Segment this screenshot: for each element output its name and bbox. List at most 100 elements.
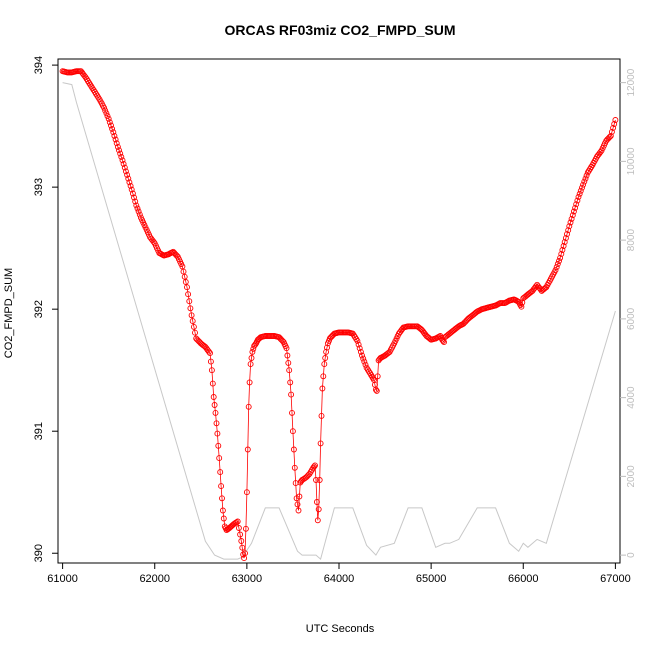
data-point bbox=[318, 412, 325, 419]
data-point bbox=[208, 367, 215, 374]
data-point bbox=[186, 298, 193, 305]
data-point bbox=[291, 464, 298, 471]
y-tick-label: 391 bbox=[33, 422, 45, 440]
data-point bbox=[242, 525, 249, 532]
data-point bbox=[583, 172, 590, 179]
data-point bbox=[118, 153, 125, 160]
data-point bbox=[246, 379, 253, 386]
data-point bbox=[122, 168, 129, 175]
data-point bbox=[215, 442, 222, 449]
x-tick-label: 64000 bbox=[324, 573, 355, 585]
data-point bbox=[373, 387, 380, 394]
data-point bbox=[180, 268, 187, 275]
data-point bbox=[612, 117, 619, 123]
data-point bbox=[244, 446, 251, 453]
data-point bbox=[136, 211, 143, 218]
data-point bbox=[205, 348, 212, 355]
data-point bbox=[315, 506, 322, 513]
data-point bbox=[323, 348, 330, 355]
data-point bbox=[207, 358, 214, 365]
chart-title: ORCAS RF03miz CO2_FMPD_SUM bbox=[224, 22, 455, 38]
y2-tick-label: 2000 bbox=[626, 465, 637, 488]
data-point bbox=[577, 187, 584, 194]
data-point bbox=[243, 489, 250, 496]
data-point bbox=[102, 107, 109, 114]
data-point bbox=[188, 312, 195, 319]
data-point bbox=[290, 446, 297, 453]
data-point bbox=[572, 204, 579, 211]
co2-series bbox=[59, 68, 619, 562]
data-point bbox=[569, 212, 576, 219]
data-point bbox=[117, 150, 124, 157]
data-point bbox=[567, 219, 574, 226]
data-point bbox=[114, 143, 121, 150]
y2-tick-label: 10000 bbox=[626, 147, 637, 175]
data-point bbox=[192, 329, 198, 336]
data-point bbox=[561, 239, 568, 246]
data-point bbox=[284, 352, 291, 359]
data-point bbox=[233, 519, 240, 526]
data-point bbox=[220, 515, 227, 522]
data-point bbox=[565, 227, 572, 234]
data-point bbox=[607, 132, 614, 139]
data-point bbox=[116, 147, 122, 154]
data-point bbox=[127, 182, 134, 189]
data-point bbox=[211, 402, 218, 408]
data-point bbox=[357, 348, 364, 355]
data-point bbox=[573, 201, 580, 208]
data-point bbox=[237, 531, 244, 538]
x-axis-label: UTC Seconds bbox=[306, 623, 375, 635]
data-point bbox=[245, 403, 252, 410]
data-point bbox=[235, 525, 242, 531]
data-point bbox=[210, 394, 217, 400]
data-point bbox=[313, 477, 319, 483]
data-point bbox=[109, 125, 116, 132]
y-tick-label: 393 bbox=[33, 178, 45, 196]
data-point bbox=[101, 104, 108, 111]
data-point bbox=[187, 305, 194, 312]
data-point bbox=[239, 544, 246, 551]
data-point bbox=[135, 208, 142, 215]
data-point bbox=[313, 499, 320, 505]
data-point bbox=[286, 367, 293, 374]
data-point bbox=[234, 518, 241, 525]
data-point bbox=[554, 261, 561, 267]
data-point bbox=[606, 134, 613, 141]
data-point bbox=[556, 258, 562, 264]
x-tick-label: 67000 bbox=[600, 573, 631, 585]
data-point bbox=[212, 409, 219, 416]
data-point bbox=[372, 386, 379, 393]
data-point bbox=[317, 440, 324, 447]
y2-axis: 0 2000 4000 6000 8000 10000 12000 bbox=[620, 68, 637, 558]
x-tick-label: 63000 bbox=[232, 573, 263, 585]
data-point bbox=[249, 348, 256, 355]
y2-tick-label: 6000 bbox=[626, 307, 637, 330]
x-tick-label: 65000 bbox=[416, 573, 447, 585]
data-point bbox=[128, 186, 135, 193]
data-point bbox=[285, 359, 292, 366]
data-point bbox=[559, 247, 566, 253]
data-point bbox=[518, 303, 525, 310]
data-point bbox=[562, 235, 569, 242]
data-point bbox=[564, 231, 570, 238]
data-point bbox=[608, 128, 615, 135]
data-point bbox=[217, 469, 224, 476]
data-point bbox=[185, 291, 192, 298]
altitude-line bbox=[62, 82, 616, 561]
data-point bbox=[362, 361, 369, 368]
data-point bbox=[319, 385, 326, 392]
data-point bbox=[611, 121, 618, 127]
data-point bbox=[182, 279, 189, 285]
data-point bbox=[289, 428, 296, 435]
data-point bbox=[579, 184, 585, 191]
data-point bbox=[283, 345, 290, 352]
data-point bbox=[216, 455, 223, 462]
data-point bbox=[132, 198, 139, 205]
data-point bbox=[247, 361, 254, 368]
data-point bbox=[124, 171, 131, 178]
y2-tick-label: 4000 bbox=[626, 386, 637, 409]
data-point bbox=[560, 243, 567, 249]
y-axis: 390 391 392 393 394 bbox=[33, 56, 58, 562]
data-point bbox=[575, 193, 582, 200]
data-point bbox=[133, 202, 140, 209]
